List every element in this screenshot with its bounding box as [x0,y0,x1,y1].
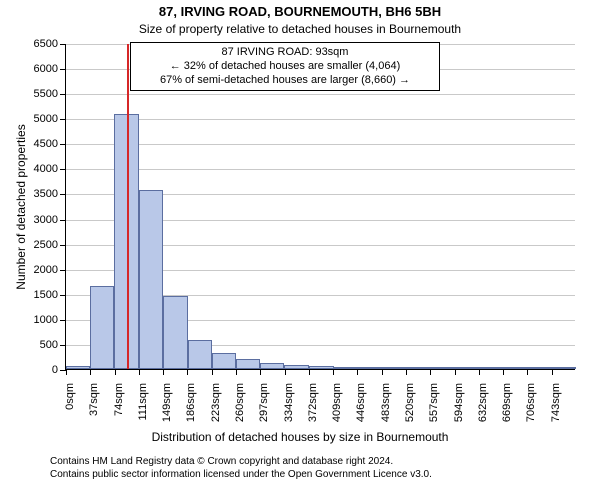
histogram-bar [382,367,406,369]
y-tick-label: 1000 [34,314,66,326]
caption-line-2: Contains public sector information licen… [50,468,432,481]
y-tick-label: 3500 [34,188,66,200]
x-tick-label: 37sqm [88,375,100,416]
y-tick-label: 5500 [34,88,66,100]
x-tick-label: 0sqm [64,375,76,410]
x-axis-label: Distribution of detached houses by size … [0,430,600,444]
plot-area: 0500100015002000250030003500400045005000… [65,44,575,370]
chart-subtitle: Size of property relative to detached ho… [0,22,600,36]
histogram-bar [66,366,90,369]
histogram-bar [90,286,114,369]
histogram-bar [260,363,284,369]
x-tick-label: 334sqm [283,375,295,422]
x-tick-label: 149sqm [161,375,173,422]
y-tick-label: 6500 [34,38,66,50]
x-tick-label: 223sqm [210,375,222,422]
x-tick-label: 632sqm [477,375,489,422]
histogram-bar [163,296,187,369]
histogram-bar [454,367,478,369]
gridline [66,94,575,95]
histogram-bar [309,366,333,370]
info-line-1: 87 IRVING ROAD: 93sqm [137,46,433,60]
histogram-bar [503,367,527,369]
x-tick-label: 372sqm [307,375,319,422]
caption: Contains HM Land Registry data © Crown c… [50,455,432,481]
y-tick-label: 4000 [34,163,66,175]
y-tick-label: 6000 [34,63,66,75]
gridline [66,119,575,120]
x-tick-label: 483sqm [380,375,392,422]
y-tick-label: 5000 [34,113,66,125]
y-tick-label: 1500 [34,289,66,301]
histogram-bar [333,367,357,370]
histogram-bar [358,367,382,369]
x-tick-label: 186sqm [185,375,197,422]
info-line-3: 67% of semi-detached houses are larger (… [137,74,433,88]
x-tick-label: 594sqm [453,375,465,422]
info-box: 87 IRVING ROAD: 93sqm ← 32% of detached … [130,42,440,91]
x-tick-label: 706sqm [525,375,537,422]
histogram-bar [139,190,163,369]
y-tick-label: 3000 [34,214,66,226]
x-tick-label: 409sqm [331,375,343,422]
reference-line [127,44,129,369]
chart-title: 87, IRVING ROAD, BOURNEMOUTH, BH6 5BH [0,4,600,19]
chart-container: 87, IRVING ROAD, BOURNEMOUTH, BH6 5BH Si… [0,0,600,500]
x-tick-label: 669sqm [501,375,513,422]
x-tick-label: 557sqm [428,375,440,422]
histogram-bar [552,367,576,369]
y-tick-label: 2000 [34,264,66,276]
caption-line-1: Contains HM Land Registry data © Crown c… [50,455,432,468]
y-tick-label: 500 [40,339,66,351]
x-tick-label: 111sqm [137,375,149,421]
histogram-bar [212,353,236,369]
histogram-bar [479,367,503,369]
info-line-2: ← 32% of detached houses are smaller (4,… [137,60,433,74]
x-tick-label: 743sqm [550,375,562,422]
y-axis-label: Number of detached properties [14,97,28,317]
histogram-bar [406,367,430,369]
x-tick-label: 260sqm [234,375,246,422]
y-tick-label: 2500 [34,239,66,251]
gridline [66,144,575,145]
x-tick-label: 297sqm [258,375,270,422]
histogram-bar [188,340,212,369]
gridline [66,169,575,170]
x-tick-label: 520sqm [404,375,416,422]
histogram-bar [236,359,260,369]
histogram-bar [284,365,308,369]
histogram-bar [528,367,552,369]
x-tick-label: 74sqm [113,375,125,416]
x-tick-label: 446sqm [355,375,367,422]
histogram-bar [430,367,454,369]
y-tick-label: 4500 [34,138,66,150]
